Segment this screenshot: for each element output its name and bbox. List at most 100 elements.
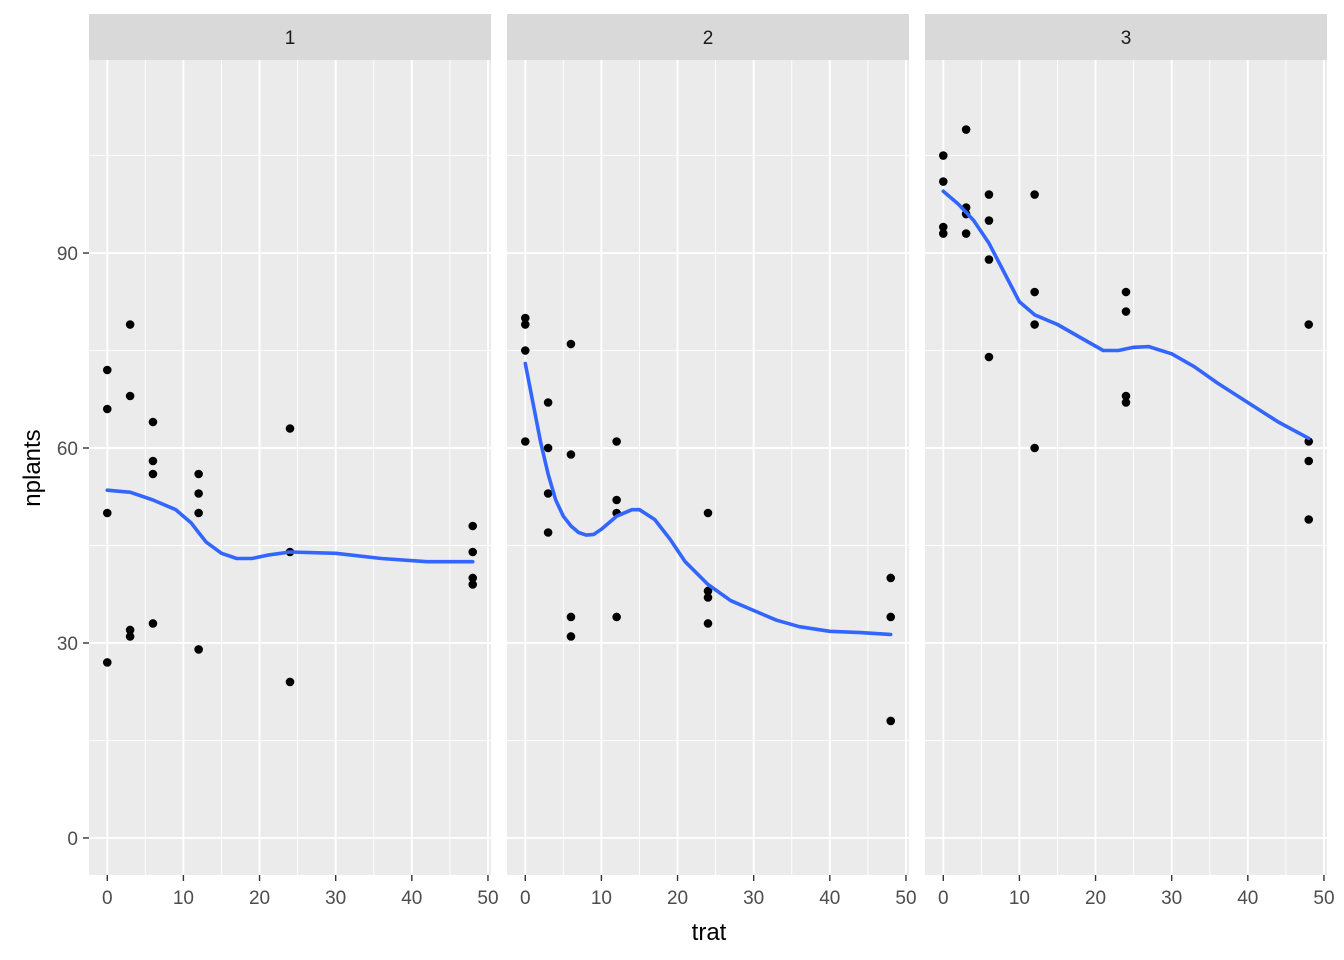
- data-point: [194, 489, 203, 498]
- data-point: [520, 320, 530, 329]
- x-tick-label: 10: [591, 888, 612, 909]
- data-point: [1304, 456, 1314, 466]
- x-tick-label: 20: [249, 888, 270, 909]
- y-tick-label: 30: [57, 634, 78, 655]
- data-point: [1030, 320, 1039, 329]
- panel-background: [507, 60, 909, 875]
- x-tick-label: 30: [1161, 888, 1182, 909]
- data-point: [566, 450, 576, 459]
- data-point: [543, 489, 553, 498]
- data-point: [102, 658, 112, 667]
- data-point: [1030, 287, 1039, 297]
- facet-strip: [925, 14, 1327, 60]
- x-tick-label: 40: [819, 888, 840, 909]
- x-tick-label: 50: [477, 888, 498, 909]
- data-point: [148, 619, 158, 628]
- x-tick-label: 10: [1009, 888, 1030, 909]
- x-tick-label: 40: [401, 888, 422, 909]
- data-point: [703, 593, 713, 602]
- data-point: [1304, 515, 1314, 524]
- x-tick-label: 20: [1085, 888, 1106, 909]
- facet-strip-label: 2: [703, 28, 714, 49]
- y-tick-label: 0: [67, 829, 78, 850]
- x-tick-label: 10: [173, 888, 194, 909]
- panel-background: [89, 60, 491, 875]
- data-point: [543, 528, 553, 537]
- data-point: [961, 229, 971, 238]
- data-point: [1121, 398, 1131, 407]
- data-point: [1121, 287, 1131, 297]
- data-point: [468, 573, 478, 583]
- y-tick-label: 90: [57, 244, 78, 265]
- y-axis: 0 30 60 90: [57, 244, 89, 850]
- data-point: [194, 508, 203, 518]
- data-point: [125, 632, 135, 641]
- data-point: [886, 573, 896, 583]
- data-point: [148, 469, 158, 479]
- data-point: [984, 190, 994, 199]
- data-point: [984, 216, 994, 225]
- y-axis-title: nplants: [19, 429, 46, 506]
- y-tick-label: 60: [57, 439, 78, 460]
- data-point: [1030, 443, 1039, 453]
- data-point: [1304, 437, 1314, 446]
- x-tick-label: 0: [102, 888, 113, 909]
- facet-strip-label: 1: [285, 28, 296, 49]
- data-point: [125, 320, 135, 329]
- x-tick-label: 20: [667, 888, 688, 909]
- x-tick-label: 0: [938, 888, 949, 909]
- data-point: [102, 404, 112, 414]
- data-point: [194, 645, 203, 654]
- data-point: [543, 443, 553, 453]
- data-point: [468, 521, 478, 531]
- facet-panel-3: 30 10 20 30 40 50: [925, 14, 1335, 909]
- data-point: [886, 612, 896, 622]
- data-point: [285, 424, 295, 433]
- data-point: [938, 229, 948, 238]
- data-point: [194, 469, 203, 479]
- data-point: [1030, 190, 1039, 199]
- x-tick-label: 50: [895, 888, 916, 909]
- data-point: [612, 495, 621, 505]
- smooth-line: [941, 189, 1311, 441]
- smooth-line: [523, 361, 893, 637]
- data-point: [566, 632, 576, 641]
- data-point: [520, 437, 530, 446]
- facet-strip-label: 3: [1121, 28, 1132, 49]
- facet-panel-2: 20 10 20 30 40 50: [507, 14, 917, 909]
- data-point: [125, 625, 135, 635]
- data-point: [1121, 307, 1131, 316]
- data-point: [984, 352, 994, 362]
- data-point: [961, 125, 971, 134]
- data-point: [102, 508, 112, 518]
- x-tick-label: 30: [325, 888, 346, 909]
- data-point: [612, 437, 621, 446]
- data-point: [703, 508, 713, 518]
- data-point: [703, 619, 713, 628]
- data-point: [102, 365, 112, 375]
- data-point: [938, 151, 948, 160]
- data-point: [938, 222, 948, 232]
- data-point: [566, 339, 576, 349]
- data-point: [1121, 391, 1131, 401]
- data-point: [886, 716, 896, 726]
- data-point: [1304, 320, 1314, 329]
- x-tick-label: 30: [743, 888, 764, 909]
- data-point: [125, 391, 135, 401]
- data-point: [984, 255, 994, 264]
- data-point: [566, 612, 576, 622]
- panel-background: [925, 60, 1327, 875]
- x-tick-label: 0: [520, 888, 531, 909]
- data-point: [520, 313, 530, 323]
- facet-strip: [507, 14, 909, 60]
- facet-strip: [89, 14, 491, 60]
- smooth-line: [105, 488, 475, 564]
- x-tick-label: 50: [1313, 888, 1334, 909]
- data-point: [285, 677, 295, 687]
- data-point: [938, 177, 948, 186]
- x-axis-title: trat: [692, 919, 727, 946]
- x-tick-label: 40: [1237, 888, 1258, 909]
- facet-panel-1: 10 10 20 30 40 50: [89, 14, 499, 909]
